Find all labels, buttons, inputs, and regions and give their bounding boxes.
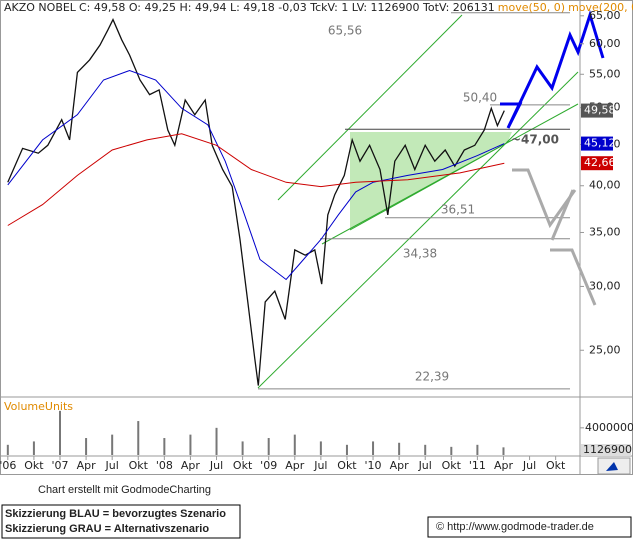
volume-bar xyxy=(424,444,427,455)
x-tick-label: '09 xyxy=(260,459,277,472)
x-tick-label: Okt xyxy=(233,459,253,472)
volume-bar xyxy=(502,447,505,455)
note: Skizzierung BLAU = bevorzugtes Szenario xyxy=(5,508,226,520)
volume-bar xyxy=(267,438,270,455)
channel-line xyxy=(349,139,513,231)
x-tick-label: Apr xyxy=(494,459,514,472)
series-name: AKZO NOBEL xyxy=(4,1,77,14)
tool-icon-arrow xyxy=(606,462,618,471)
x-tick-label: Okt xyxy=(24,459,44,472)
level-label: 50,40 xyxy=(463,91,497,105)
last-value-label: 42,66 xyxy=(584,156,616,169)
volume-bar xyxy=(319,441,322,455)
volume-bar xyxy=(6,444,9,455)
x-tick-label: Apr xyxy=(285,459,305,472)
level-label: ~47,00 xyxy=(511,133,559,147)
x-tick-label: '08 xyxy=(156,459,173,472)
copyright: © http://www.godmode-trader.de xyxy=(436,521,594,533)
volume-bar xyxy=(293,434,296,455)
volume-bar xyxy=(450,446,453,455)
price-line xyxy=(7,18,505,386)
volume-bar xyxy=(372,441,375,455)
volume-bar xyxy=(189,434,192,455)
header-stats: C: 49,58 O: 49,25 H: 49,94 L: 49,18 -0,0… xyxy=(79,1,495,14)
scenario-gray xyxy=(512,168,577,229)
volume-bar xyxy=(398,442,401,455)
y-tick-label: 55,00 xyxy=(589,67,621,80)
x-tick-label: Jul xyxy=(105,459,119,472)
legend-entry: move(200, 0) xyxy=(568,1,633,14)
volume-bar xyxy=(241,441,244,455)
x-tick-label: Okt xyxy=(337,459,357,472)
header-bg xyxy=(1,1,451,14)
x-tick-label: Apr xyxy=(77,459,97,472)
volume-label: VolumeUnits xyxy=(4,400,73,413)
copyright-box xyxy=(427,516,632,538)
header: AKZO NOBEL C: 49,58 O: 49,25 H: 49,94 L: … xyxy=(4,1,633,14)
y-tick-label: 40,00 xyxy=(589,179,621,192)
y-tick-label: 25,00 xyxy=(589,343,621,356)
volume-tick-label: 4000000 xyxy=(585,421,633,434)
x-tick-label: Jul xyxy=(209,459,223,472)
scenario-blue xyxy=(500,9,605,129)
legend-entry: move(50, 0) xyxy=(498,1,565,14)
volume-bar xyxy=(215,427,218,455)
last-volume-box xyxy=(581,444,631,456)
scenario-gray xyxy=(550,189,575,241)
x-tick-label: Okt xyxy=(129,459,149,472)
x-tick-label: Okt xyxy=(442,459,462,472)
level-label: 34,38 xyxy=(403,247,437,261)
note: Skizzierung GRAU = Alternativszenario xyxy=(5,523,209,535)
x-tick-label: '11 xyxy=(469,459,486,472)
last-value-box xyxy=(581,103,613,118)
x-tick-label: '10 xyxy=(365,459,382,472)
x-tick-label: '06 xyxy=(0,459,16,472)
last-value-box xyxy=(581,156,613,171)
volume-bar xyxy=(163,438,166,455)
channel-line xyxy=(257,71,579,389)
moving-average xyxy=(7,69,505,281)
x-tick-label: '07 xyxy=(51,459,68,472)
credit: Chart erstellt mit GodmodeCharting xyxy=(38,484,211,496)
volume-bar xyxy=(476,444,479,455)
volume-bar xyxy=(137,421,140,455)
volume-bar xyxy=(345,444,348,455)
triangle-area xyxy=(350,132,512,230)
last-volume-label: 1126900 xyxy=(583,443,632,456)
x-tick-label: Apr xyxy=(390,459,410,472)
chart-frame xyxy=(0,0,633,475)
x-tick-label: Jul xyxy=(522,459,536,472)
scenario-gray xyxy=(550,248,597,306)
volume-bar xyxy=(59,410,61,455)
volume-bar xyxy=(111,434,114,455)
last-value-label: 49,58 xyxy=(584,104,616,117)
y-tick-label: 60,00 xyxy=(589,37,621,50)
level-label: 22,39 xyxy=(415,370,449,384)
x-tick-label: Apr xyxy=(181,459,201,472)
x-tick-label: Jul xyxy=(313,459,327,472)
x-tick-label: Jul xyxy=(418,459,432,472)
volume-bar xyxy=(85,438,88,455)
moving-average xyxy=(7,133,505,226)
y-tick-label: 65,00 xyxy=(589,9,621,22)
y-tick-label: 35,00 xyxy=(589,225,621,238)
volume-bar xyxy=(32,441,35,455)
x-tick-label: Okt xyxy=(546,459,566,472)
last-value-box xyxy=(581,136,613,151)
level-label: 36,51 xyxy=(441,203,475,217)
y-tick-label: 30,00 xyxy=(589,279,621,292)
channel-line xyxy=(277,14,463,201)
level-label: 65,56 xyxy=(328,24,362,38)
last-value-label: 45,12 xyxy=(584,137,616,150)
note-box xyxy=(1,504,241,539)
